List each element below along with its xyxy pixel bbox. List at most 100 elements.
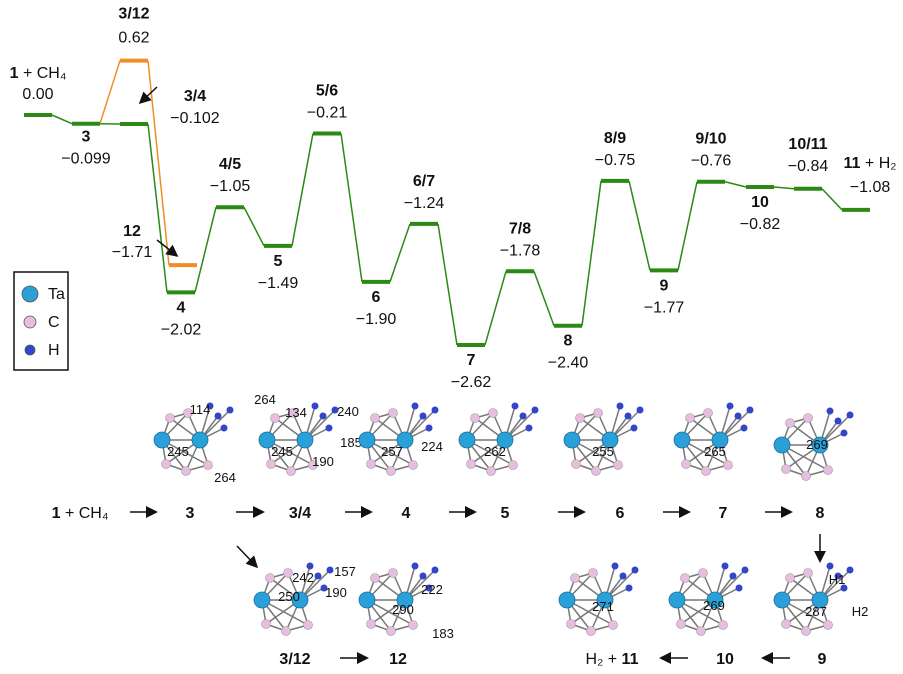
atom [487,467,496,476]
state-label: 3 [82,129,91,146]
energy-value: −2.02 [161,321,202,338]
atom [742,567,749,574]
distance: 242 [292,570,314,585]
atom [192,432,208,448]
connector [774,187,794,189]
scheme-label: 3/12 [279,651,310,668]
atom [841,430,848,437]
atom [786,419,795,428]
atom [204,461,213,470]
distance: 240 [337,404,359,419]
atom [371,414,380,423]
distance: 257 [381,444,403,459]
figure: 1 + CH₄0.003−0.0993/4−0.1023/120.6212−1.… [0,0,903,669]
atom [681,574,690,583]
atom [412,403,419,410]
energy-value: −1.05 [210,178,251,195]
atom [467,460,476,469]
scheme-label: H₂ + 11 [586,651,639,668]
state-label: 10 [751,194,769,211]
atom [704,409,713,418]
pointer-arrow [141,87,157,102]
energy-value: −1.71 [112,244,153,261]
distance: 245 [271,444,293,459]
state-label-bold: 6 [372,289,381,306]
distance: 183 [432,626,454,641]
state-label-bold: 11 [844,155,861,172]
scheme-label-bold: 11 [622,651,639,668]
state-label-bold: 1 [10,65,19,82]
scheme-label-suffix: + CH₄ [65,505,108,522]
distance: 264 [254,392,276,407]
atom [284,569,293,578]
atom [564,432,580,448]
atom [592,467,601,476]
energy-value: −0.84 [788,158,829,175]
state-label: 9/10 [695,131,726,148]
distance: 264 [214,470,236,485]
atom-label: H2 [852,604,869,619]
scheme-label: 5 [501,505,510,522]
state-label: 10/11 [788,136,827,153]
scheme-label-bold: 9 [818,651,827,668]
connector [292,133,313,245]
atom [409,461,418,470]
connector [678,182,697,271]
atom [735,413,742,420]
atom [227,407,234,414]
distance: 222 [421,582,443,597]
distance: 245 [167,444,189,459]
scheme-label: 3 [186,505,195,522]
atom [389,409,398,418]
energy-value: −2.62 [451,374,492,391]
scheme-label-bold: 12 [389,651,407,668]
atom [359,432,375,448]
distance: 287 [805,604,827,619]
state-label: 3/12 [118,6,149,23]
state-label: 4/5 [219,156,241,173]
scheme-label: 6 [616,505,625,522]
atom [632,567,639,574]
state-label-bold: 10 [751,194,769,211]
connector [52,115,72,124]
atom [724,461,733,470]
state-label-bold: 9 [660,277,669,294]
scheme-label-bold: 4 [402,505,411,522]
state-label: 6 [372,289,381,306]
atom [804,414,813,423]
state-label-bold: 9/10 [695,131,726,148]
atom [620,573,627,580]
energy-value: −1.78 [500,242,541,259]
atom [824,466,833,475]
atom [315,573,322,580]
distance: 269 [806,437,828,452]
atom [271,414,280,423]
page: 1 + CH₄0.003−0.0993/4−0.1023/120.6212−1.… [0,0,903,674]
reaction-arrow [237,546,256,566]
energy-value: −0.75 [595,152,636,169]
scheme-label-bold: 7 [719,505,728,522]
atom [617,403,624,410]
atom [847,412,854,419]
atom [827,408,834,415]
scheme-label: 4 [402,505,411,522]
atom [702,467,711,476]
atom [266,574,275,583]
state-label-bold: 3 [82,129,91,146]
atom [327,567,334,574]
state-label-bold: 8/9 [604,130,626,147]
atom [371,574,380,583]
atom-label: H1 [829,572,846,587]
distance: 185 [340,435,362,450]
atom [722,563,729,570]
state-label: 5/6 [316,82,338,99]
atom [719,621,728,630]
energy-value: −1.49 [258,275,299,292]
state-label-bold: 5/6 [316,82,338,99]
atom [420,413,427,420]
atom [802,472,811,481]
atom [782,620,791,629]
state-label: 12 [123,223,141,240]
scheme-label-prefix: H₂ + [586,651,618,668]
atom [804,569,813,578]
